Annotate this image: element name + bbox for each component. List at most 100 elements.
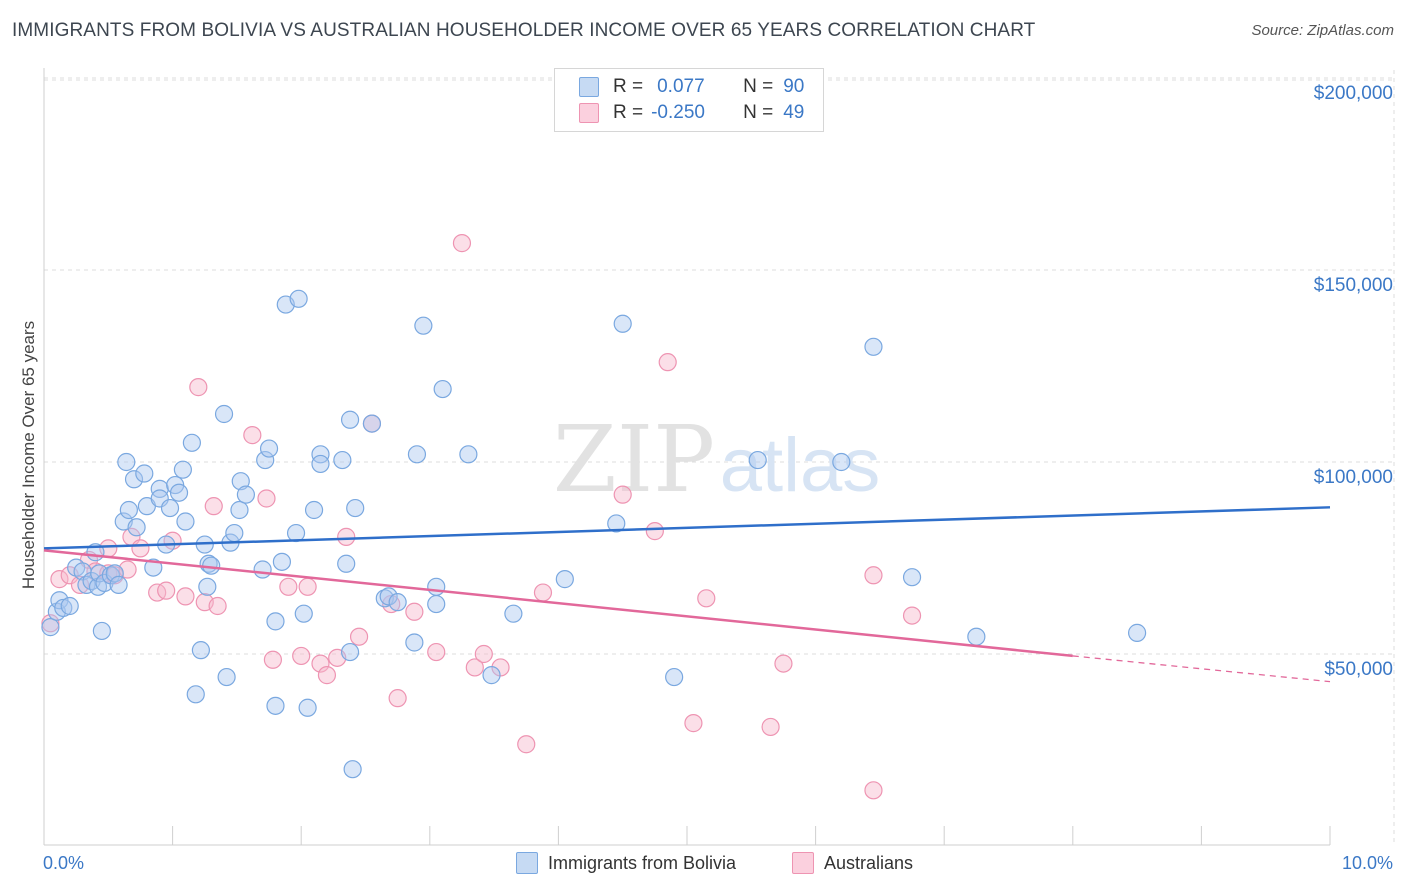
legend-row-bolivia: R = 0.077 N = 90 [579,75,804,99]
point-australians [263,650,283,669]
point-bolivia [214,404,234,424]
point-australians [41,614,60,633]
point-bolivia [266,696,285,715]
chart-title: IMMIGRANTS FROM BOLIVIA VS AUSTRALIAN HO… [12,20,1036,41]
watermark-zip: ZIP [553,406,715,513]
point-australians [388,689,407,708]
point-australians [131,539,150,558]
point-australians [298,577,317,596]
point-australians [148,583,167,602]
point-bolivia [105,564,124,583]
point-australians [204,497,223,516]
legend-r-value-blue: 0.077 [657,76,705,97]
point-bolivia [343,760,362,779]
point-bolivia [176,512,195,531]
point-australians [311,654,330,673]
point-bolivia [90,564,109,583]
trend-line-australians-extrapolated [1072,655,1331,683]
point-bolivia [414,316,433,335]
watermark-atlas: atlas [720,423,881,508]
point-bolivia [294,604,313,623]
point-bolivia [298,698,317,717]
correlation-legend: R = 0.077 N = 90 R = -0.250 N = 49 [554,68,824,132]
y-tick-label: $150,000 [1313,275,1393,296]
watermark: ZIP atlas [553,406,880,513]
point-bolivia [337,554,356,573]
point-bolivia [427,594,446,614]
point-bolivia [54,598,73,618]
point-australians [517,735,536,754]
point-australians [337,527,356,546]
point-bolivia [482,666,501,685]
point-bolivia [117,452,136,472]
legend-r-label: R = [613,102,644,123]
point-bolivia [236,485,256,504]
x-tick-label-max: 10.0% [1341,853,1393,873]
legend-n-value-blue: 90 [783,76,805,97]
point-bolivia [902,568,922,587]
point-bolivia [504,604,523,623]
point-bolivia [41,618,60,637]
point-bolivia [433,379,452,399]
y-tick-label: $50,000 [1324,659,1393,680]
point-bolivia [379,587,398,606]
point-bolivia [967,627,986,646]
trend-lines [43,506,1331,683]
point-bolivia [182,433,201,452]
point-australians [257,489,276,508]
source-label: Source: ZipAtlas.com [1251,22,1394,39]
point-australians [452,234,472,253]
legend-item-australians[interactable]: Australians [792,852,913,874]
point-bolivia [864,337,883,356]
legend-r-label: R = [613,76,644,97]
point-bolivia [253,560,272,579]
legend-item-bolivia[interactable]: Immigrants from Bolivia [516,852,736,874]
point-bolivia [160,498,180,518]
legend-n-value-pink: 49 [783,102,805,123]
legend-n-label: N = [743,102,774,123]
point-bolivia [173,460,192,479]
point-bolivia [304,500,324,520]
point-australians [658,353,677,372]
point-australians [279,577,298,596]
point-bolivia [607,514,626,533]
point-bolivia [109,575,128,594]
point-australians [474,644,493,664]
point-australians [533,583,553,602]
point-australians [697,589,716,608]
point-bolivia [231,472,250,491]
point-bolivia [289,289,308,308]
points-bolivia [41,289,1147,779]
trend-line-australians [43,549,1073,658]
point-bolivia [665,667,684,687]
legend-n-label: N = [743,76,774,97]
point-bolivia [60,596,79,616]
point-australians [405,602,424,621]
point-australians [684,714,703,733]
point-bolivia [124,470,144,489]
point-bolivia [225,523,244,543]
legend-swatch-blue [516,852,538,874]
y-tick-label: $200,000 [1313,83,1393,104]
axes [43,68,1331,846]
point-bolivia [144,558,163,577]
point-bolivia [427,577,446,596]
point-bolivia [555,570,574,589]
point-australians [208,596,227,616]
point-bolivia [340,642,360,662]
trend-line-bolivia [43,506,1331,550]
point-bolivia [459,445,478,464]
point-australians [157,581,176,600]
point-bolivia [613,314,632,333]
point-australians [864,566,883,585]
point-bolivia [311,454,330,474]
point-bolivia [346,498,365,518]
point-australians [761,717,780,737]
legend-swatch-blue [579,77,599,97]
legend-swatch-pink [579,103,599,123]
point-bolivia [198,577,217,596]
point-bolivia [362,414,382,433]
legend-label-bolivia: Immigrants from Bolivia [548,852,737,873]
point-australians [427,642,446,662]
point-australians [613,485,632,504]
